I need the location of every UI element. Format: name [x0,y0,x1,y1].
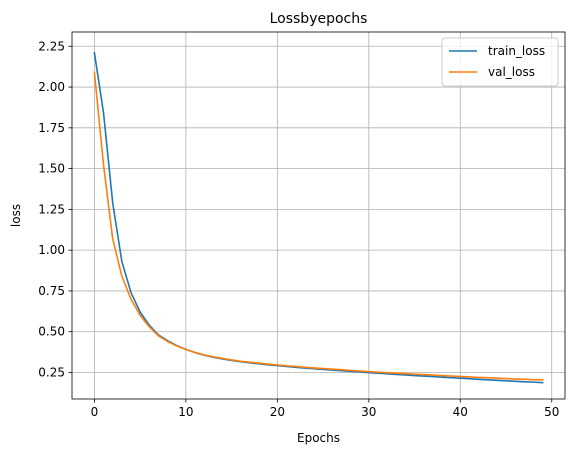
y-tick-label: 1.25 [38,202,65,216]
legend: train_loss val_loss [441,37,559,87]
x-tick-label: 30 [361,405,376,419]
y-axis-title: loss [9,204,23,227]
y-tick-label: 1.50 [38,162,65,176]
y-tick-label: 2.00 [38,80,65,94]
x-tick-label: 0 [91,405,99,419]
y-tick-label: 0.50 [38,325,65,339]
legend-label-val-loss: val_loss [488,65,535,79]
x-tick-label: 40 [453,405,468,419]
y-tick-label: 2.25 [38,39,65,53]
plot-frame [71,31,566,400]
y-tick-label: 0.25 [38,365,65,379]
y-tick-label: 0.75 [38,284,65,298]
x-tick-label: 20 [270,405,285,419]
series-line-val-loss [93,71,544,381]
x-tick-label: 10 [178,405,193,419]
y-tick-label: 1.75 [38,121,65,135]
x-tick-label: 50 [544,405,559,419]
y-tick-label: 1.00 [38,243,65,257]
legend-label-train-loss: train_loss [488,44,545,58]
series-lines [93,51,544,384]
chart-title: Lossbyepochs [270,11,368,27]
axis-ticks: 0 10 20 30 40 50 0.25 0.50 0.75 1.00 1.25 1.50 1.75 2… [38,39,559,419]
x-axis-title: Epochs [297,431,340,445]
legend-box [441,37,559,87]
